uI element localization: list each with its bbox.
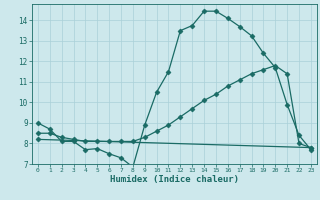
X-axis label: Humidex (Indice chaleur): Humidex (Indice chaleur) — [110, 175, 239, 184]
